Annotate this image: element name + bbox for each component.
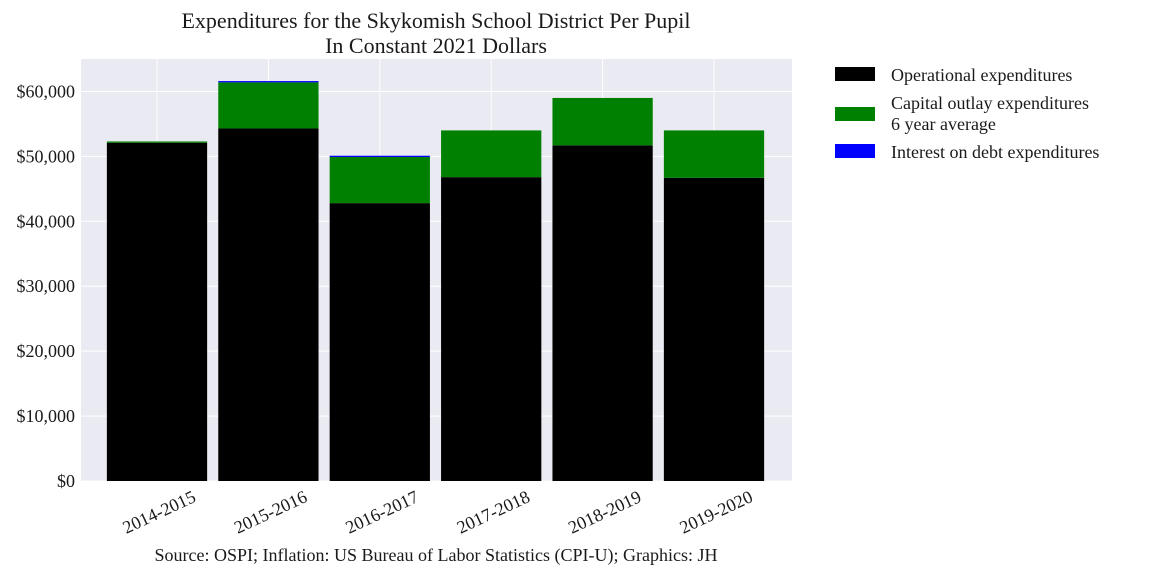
chart-subtitle: In Constant 2021 Dollars: [325, 33, 547, 58]
y-tick-label: $30,000: [17, 276, 76, 296]
bars: [106, 81, 765, 482]
bar-2014-2015-series-0: [106, 142, 208, 481]
y-tick-label: $50,000: [17, 146, 76, 166]
bar-2015-2016-series-0: [218, 128, 319, 481]
legend-swatch-1: [835, 107, 875, 121]
y-tick-label: $0: [57, 471, 75, 491]
bar-2019-2020-series-1: [663, 130, 765, 178]
x-tick-label: 2019-2020: [677, 486, 756, 537]
y-tick-label: $40,000: [17, 211, 76, 231]
bar-2016-2017-series-0: [329, 203, 430, 482]
legend-label-2: Interest on debt expenditures: [891, 142, 1099, 162]
bar-2014-2015-series-1: [106, 141, 208, 143]
y-tick-label: $60,000: [17, 81, 76, 101]
x-axis: 2014-2015 2015-2016 2016-2017 2017-2018 2018…: [120, 486, 756, 537]
y-axis: $0 $10,000 $20,000 $30,000 $40,000 $50,000 $60…: [17, 81, 76, 491]
bar-2016-2017-series-2: [329, 155, 430, 158]
bar-2017-2018-series-1: [441, 130, 542, 178]
bar-2017-2018-series-0: [441, 177, 542, 481]
x-tick-label: 2017-2018: [454, 486, 533, 537]
y-tick-label: $20,000: [17, 341, 76, 361]
legend-swatch-2: [835, 144, 875, 158]
bar-2016-2017-series-1: [329, 157, 430, 204]
x-tick-label: 2014-2015: [120, 486, 199, 537]
bar-2015-2016-series-2: [218, 81, 319, 83]
bar-2018-2019-series-0: [552, 145, 653, 481]
bar-2019-2020-series-0: [663, 177, 765, 481]
y-tick-label: $10,000: [17, 406, 76, 426]
chart-title: Expenditures for the Skykomish School Di…: [181, 8, 690, 33]
x-tick-label: 2018-2019: [565, 486, 644, 537]
legend-label-0: Operational expenditures: [891, 65, 1072, 85]
legend-label-1: Capital outlay expenditures 6 year averag…: [891, 93, 1089, 134]
bar-2018-2019-series-1: [552, 97, 653, 146]
legend: Operational expenditures Capital outlay e…: [835, 65, 1099, 162]
x-tick-label: 2016-2017: [342, 486, 421, 537]
legend-swatch-0: [835, 67, 875, 81]
bar-2015-2016-series-1: [218, 82, 319, 129]
x-tick-label: 2015-2016: [231, 486, 310, 537]
source-note: Source: OSPI; Inflation: US Bureau of La…: [155, 545, 718, 566]
